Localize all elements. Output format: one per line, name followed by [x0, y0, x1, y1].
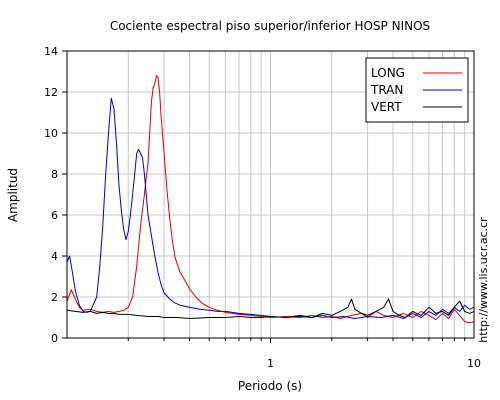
- series-line-tran: [66, 97, 475, 319]
- y-axis-label: Amplitud: [6, 168, 20, 222]
- source-url: http://www.lis.ucr.ac.cr: [477, 217, 490, 343]
- x-axis-label: Periodo (s): [238, 379, 302, 393]
- y-tick-label: 8: [51, 168, 58, 181]
- series-line-long: [66, 75, 475, 324]
- y-tick-label: 10: [44, 127, 58, 140]
- x-tick-label: 1: [267, 357, 274, 370]
- y-tick-label: 4: [51, 250, 58, 263]
- y-tick-label: 12: [44, 86, 58, 99]
- y-tick-label: 0: [51, 332, 58, 345]
- chart-title: Cociente espectral piso superior/inferio…: [110, 19, 430, 33]
- y-tick-label: 2: [51, 291, 58, 304]
- y-tick-label: 6: [51, 209, 58, 222]
- legend-label: VERT: [371, 100, 402, 114]
- series-group: [66, 75, 475, 324]
- y-tick-label: 14: [44, 45, 58, 58]
- series-line-vert: [66, 298, 475, 319]
- axes: 0 2 4 6 8 10 12 14 1 10: [44, 45, 481, 370]
- legend: LONG TRAN VERT: [365, 57, 469, 123]
- x-tick-label: 10: [467, 357, 481, 370]
- legend-label: TRAN: [370, 83, 403, 97]
- legend-label: LONG: [371, 66, 405, 80]
